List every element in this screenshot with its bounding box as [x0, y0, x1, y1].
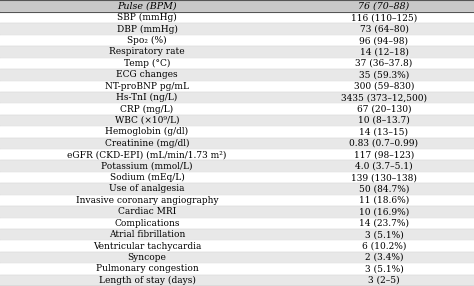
Text: 3 (5.1%): 3 (5.1%): [365, 230, 403, 239]
Text: Length of stay (days): Length of stay (days): [99, 276, 195, 285]
Text: NT-proBNP pg/mL: NT-proBNP pg/mL: [105, 82, 189, 91]
Text: 116 (110–125): 116 (110–125): [351, 13, 417, 22]
Text: Potassium (mmol/L): Potassium (mmol/L): [101, 162, 193, 171]
Text: 3435 (373–12,500): 3435 (373–12,500): [341, 93, 427, 102]
Text: Invasive coronary angiography: Invasive coronary angiography: [76, 196, 218, 205]
Text: 3 (2–5): 3 (2–5): [368, 276, 400, 285]
Text: Syncope: Syncope: [128, 253, 166, 262]
Text: Sodium (mEq/L): Sodium (mEq/L): [109, 173, 184, 182]
Bar: [0, 103, 474, 115]
Text: Cardiac MRI: Cardiac MRI: [118, 207, 176, 216]
Bar: [0, 275, 474, 286]
Bar: [0, 252, 474, 263]
Text: 3 (5.1%): 3 (5.1%): [365, 264, 403, 273]
Text: Temp (°C): Temp (°C): [124, 59, 170, 68]
Bar: [0, 46, 474, 58]
Bar: [0, 206, 474, 217]
Text: Respiratory rate: Respiratory rate: [109, 47, 185, 56]
Bar: [0, 195, 474, 206]
Text: 37 (36–37.8): 37 (36–37.8): [356, 59, 412, 68]
Text: 73 (64–80): 73 (64–80): [359, 25, 409, 34]
Text: Hs-TnI (ng/L): Hs-TnI (ng/L): [116, 93, 178, 102]
Text: 14 (23.7%): 14 (23.7%): [359, 219, 409, 228]
Text: 50 (84.7%): 50 (84.7%): [359, 184, 409, 193]
Bar: [0, 263, 474, 275]
Bar: [0, 92, 474, 103]
Text: Hemoglobin (g/dl): Hemoglobin (g/dl): [105, 127, 189, 136]
Text: 117 (98–123): 117 (98–123): [354, 150, 414, 159]
Bar: [0, 217, 474, 229]
Text: 139 (130–138): 139 (130–138): [351, 173, 417, 182]
Text: 35 (59.3%): 35 (59.3%): [359, 70, 409, 79]
Text: Creatinine (mg/dl): Creatinine (mg/dl): [105, 139, 189, 148]
Bar: [0, 12, 474, 23]
Bar: [0, 149, 474, 160]
Text: 4.0 (3.7–5.1): 4.0 (3.7–5.1): [355, 162, 413, 171]
Text: Atrial fibrillation: Atrial fibrillation: [109, 230, 185, 239]
Text: Spo₂ (%): Spo₂ (%): [127, 36, 167, 45]
Bar: [0, 126, 474, 138]
Text: 0.83 (0.7–0.99): 0.83 (0.7–0.99): [349, 139, 419, 148]
Text: 300 (59–830): 300 (59–830): [354, 82, 414, 91]
Text: eGFR (CKD-EPI) (mL/min/1.73 m²): eGFR (CKD-EPI) (mL/min/1.73 m²): [67, 150, 227, 159]
Bar: [0, 23, 474, 35]
Text: 2 (3.4%): 2 (3.4%): [365, 253, 403, 262]
Text: Pulmonary congestion: Pulmonary congestion: [96, 264, 198, 273]
Bar: [0, 138, 474, 149]
Text: 10 (8–13.7): 10 (8–13.7): [358, 116, 410, 125]
Bar: [0, 58, 474, 69]
Bar: [0, 35, 474, 46]
Bar: [0, 115, 474, 126]
Bar: [0, 183, 474, 195]
Text: Pulse (BPM): Pulse (BPM): [117, 1, 177, 11]
Text: Complications: Complications: [114, 219, 180, 228]
Text: 11 (18.6%): 11 (18.6%): [359, 196, 409, 205]
Text: 76 (70–88): 76 (70–88): [358, 1, 410, 11]
Text: 67 (20–130): 67 (20–130): [357, 105, 411, 114]
Text: CRP (mg/L): CRP (mg/L): [120, 104, 173, 114]
Bar: [0, 69, 474, 81]
Bar: [0, 160, 474, 172]
Text: SBP (mmHg): SBP (mmHg): [117, 13, 177, 22]
Bar: [0, 240, 474, 252]
Bar: [0, 229, 474, 240]
Text: Use of analgesia: Use of analgesia: [109, 184, 185, 193]
Bar: [0, 81, 474, 92]
Text: Ventricular tachycardia: Ventricular tachycardia: [93, 242, 201, 251]
Bar: [0, 172, 474, 183]
Text: 14 (12–18): 14 (12–18): [359, 47, 409, 56]
Text: WBC (×10⁹/L): WBC (×10⁹/L): [115, 116, 179, 125]
Text: 96 (94–98): 96 (94–98): [359, 36, 409, 45]
Bar: [0, 0, 474, 12]
Text: 6 (10.2%): 6 (10.2%): [362, 242, 406, 251]
Text: 14 (13–15): 14 (13–15): [359, 127, 409, 136]
Text: DBP (mmHg): DBP (mmHg): [117, 25, 177, 34]
Text: ECG changes: ECG changes: [116, 70, 178, 79]
Text: 10 (16.9%): 10 (16.9%): [359, 207, 409, 216]
